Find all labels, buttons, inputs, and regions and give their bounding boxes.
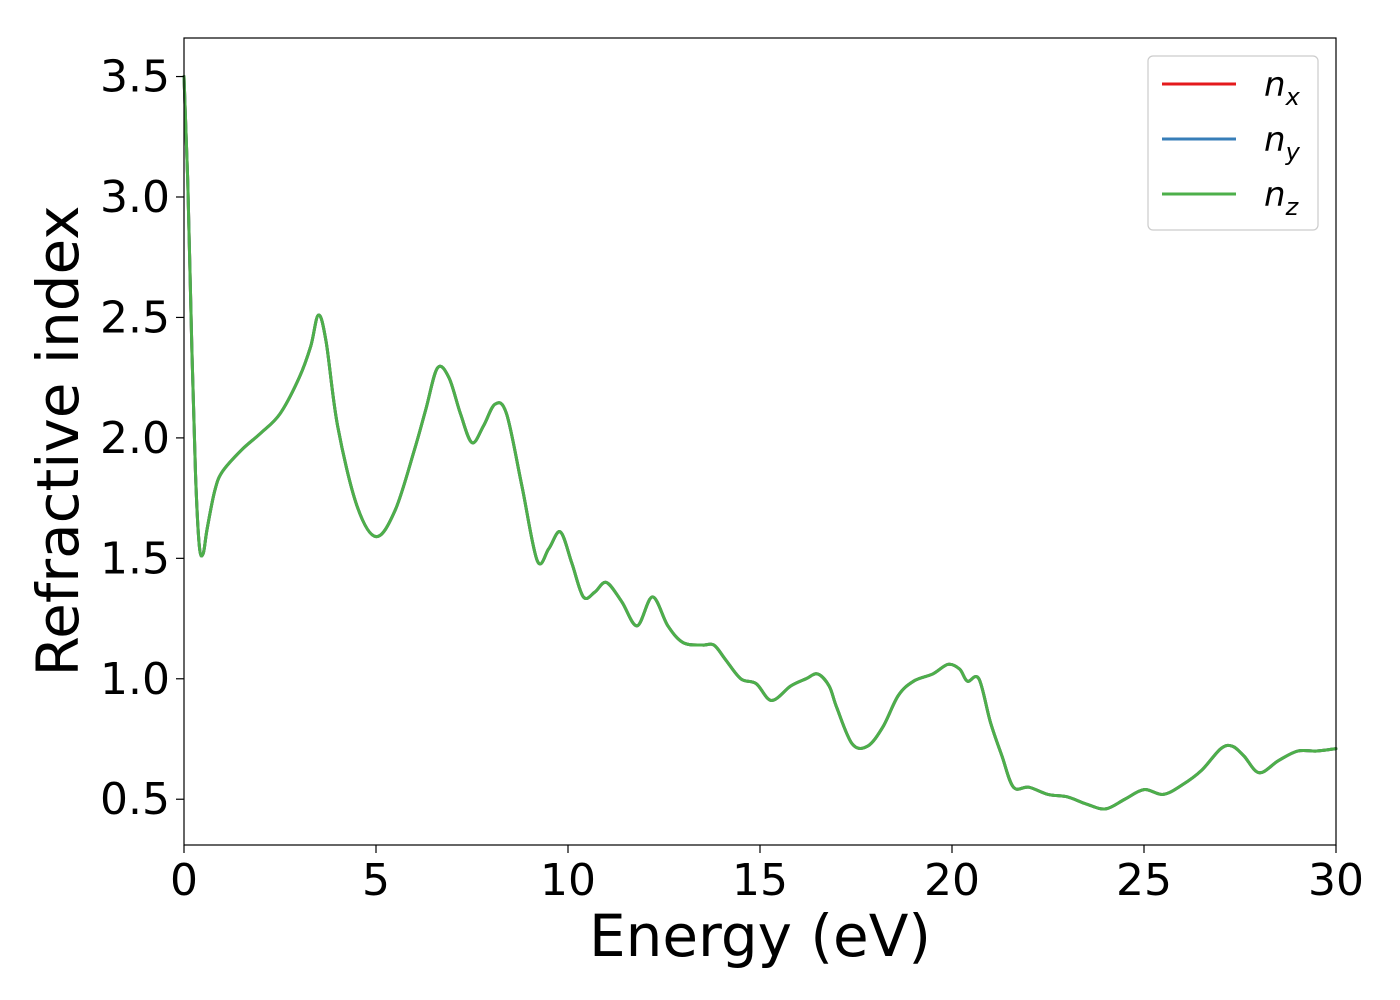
y-axis: 0.5 1.0 1.5 2.0 2.5 3.0 3.5 bbox=[100, 52, 184, 825]
x-axis-label: Energy (eV) bbox=[589, 902, 931, 970]
x-tick-label: 25 bbox=[1116, 855, 1172, 906]
plot-area-background bbox=[184, 38, 1336, 845]
x-tick-label: 5 bbox=[362, 855, 390, 906]
series-line-z bbox=[182, 75, 1338, 811]
x-tick-label: 0 bbox=[170, 855, 198, 906]
legend-label-z: nz bbox=[1264, 175, 1300, 221]
legend: nx ny nz bbox=[1147, 55, 1319, 231]
y-axis-label: Refractive index bbox=[24, 205, 92, 676]
y-tick-label: 0.5 bbox=[100, 774, 170, 825]
y-tick-label: 3.0 bbox=[100, 172, 170, 223]
y-tick-label: 3.5 bbox=[100, 52, 170, 103]
x-axis: 0 5 10 15 20 25 30 bbox=[170, 845, 1364, 906]
x-tick-label: 15 bbox=[732, 855, 788, 906]
y-tick-label: 1.0 bbox=[100, 654, 170, 705]
y-tick-label: 2.5 bbox=[100, 292, 170, 343]
legend-box bbox=[1147, 55, 1319, 231]
y-tick-label: 2.0 bbox=[100, 413, 170, 464]
series-layer bbox=[182, 75, 1338, 811]
y-tick-label: 1.5 bbox=[100, 533, 170, 584]
legend-label-y: ny bbox=[1264, 120, 1301, 166]
legend-label-x: nx bbox=[1264, 65, 1301, 111]
x-tick-label: 10 bbox=[540, 855, 596, 906]
x-tick-label: 30 bbox=[1308, 855, 1364, 906]
x-tick-label: 20 bbox=[924, 855, 980, 906]
